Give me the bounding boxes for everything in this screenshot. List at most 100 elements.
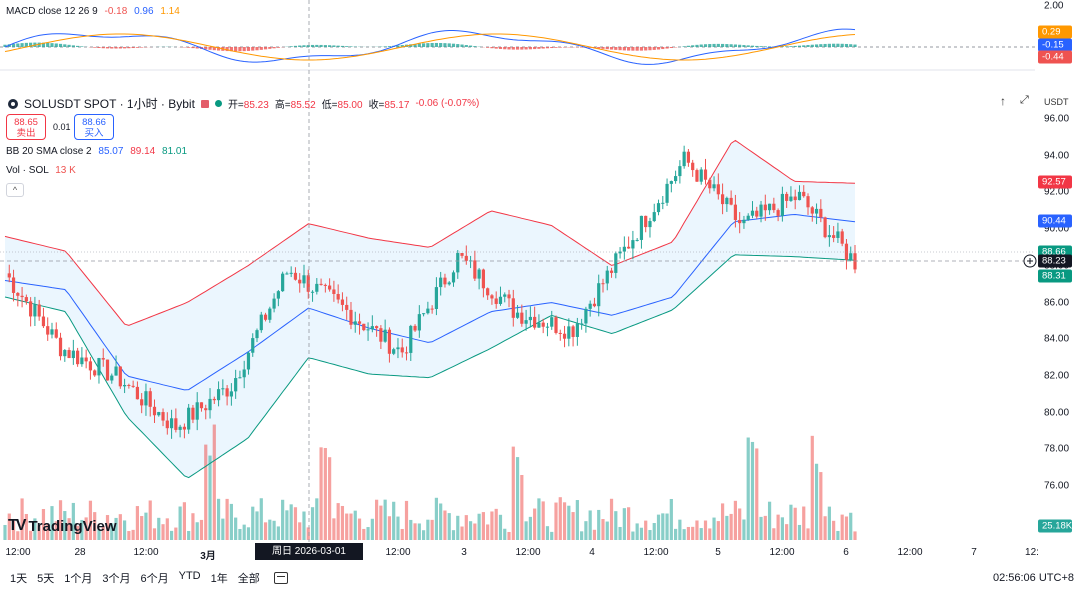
candle-body <box>298 279 302 284</box>
range-button[interactable]: 6个月 <box>140 573 169 585</box>
volume-bar <box>750 441 755 540</box>
candle-body <box>306 275 310 292</box>
volume-bar <box>434 497 439 540</box>
volume-bar <box>20 498 24 540</box>
candle-body <box>387 329 392 354</box>
tv-mark-icon: TV <box>8 517 27 534</box>
macd-hist-bar <box>503 47 507 50</box>
candle-body <box>110 375 114 381</box>
volume-bar <box>742 519 746 540</box>
candle-body <box>661 202 665 204</box>
volume-bar <box>601 519 605 540</box>
expand-icon[interactable]: ⤢ <box>1020 94 1029 106</box>
tradingview-logo[interactable]: TV TradingView <box>8 517 117 535</box>
ohlc-low: 低=85.00 <box>322 96 363 111</box>
volume-name[interactable]: Vol · SOL <box>6 165 49 176</box>
candle-body <box>234 378 238 392</box>
range-button[interactable]: 1天 <box>10 573 28 585</box>
volume-bar <box>63 511 67 540</box>
range-button[interactable]: YTD <box>178 570 201 582</box>
candle-body <box>729 197 733 205</box>
volume-bar <box>229 503 233 540</box>
volume-bar <box>789 504 793 540</box>
volume-bar <box>716 521 720 540</box>
candle-body <box>605 270 609 284</box>
candle-body <box>528 316 532 321</box>
macd-hist-bar <box>259 47 263 50</box>
candle-body <box>793 196 797 201</box>
candle-body <box>41 316 46 327</box>
volume-bar <box>169 530 174 540</box>
volume-bar <box>216 498 221 540</box>
candle-body <box>340 299 345 305</box>
volume-bar <box>622 508 626 540</box>
symbol-title[interactable]: SOLUSDT SPOT · 1小时 · Bybit <box>24 97 195 111</box>
currency-selector[interactable]: USDT <box>1044 97 1069 107</box>
macd-hist-bar <box>814 44 819 47</box>
volume-bar <box>439 503 443 540</box>
macd-hist-bar <box>191 47 195 49</box>
volume-bar <box>246 527 251 540</box>
volume-bar <box>627 507 631 540</box>
candle-body <box>836 231 840 238</box>
macd-hist-bar <box>554 47 558 48</box>
flag-icon[interactable] <box>200 99 209 108</box>
clock-timezone[interactable]: 02:56:06 UTC+8 <box>992 572 1074 584</box>
sell-button[interactable]: 88.65 卖出 <box>6 114 46 140</box>
macd-hist-bar <box>823 43 827 47</box>
volume-bar <box>533 508 537 540</box>
volume-bar <box>353 510 357 540</box>
candle-body <box>520 312 524 324</box>
range-button[interactable]: 全部 <box>237 573 260 585</box>
time-axis-tick: 4 <box>589 547 595 558</box>
macd-hist-bar <box>306 45 310 47</box>
macd-hist-bar <box>3 44 7 47</box>
arrow-up-icon[interactable]: ↑ <box>1000 94 1006 108</box>
candle-body <box>281 273 285 292</box>
collapse-legend-button[interactable]: ^ <box>6 183 24 197</box>
volume-bar <box>644 520 648 540</box>
volume-bar <box>430 519 434 540</box>
range-button[interactable]: 5天 <box>37 573 55 585</box>
candle-body <box>315 283 319 292</box>
candle-body <box>725 197 729 205</box>
macd-hist-bar <box>71 45 75 47</box>
range-button[interactable]: 1个月 <box>64 573 93 585</box>
macd-hist-bar <box>511 47 515 50</box>
candle-body <box>742 219 746 224</box>
buy-button[interactable]: 88.66 买入 <box>74 114 114 140</box>
volume-bar <box>776 514 780 540</box>
high-value: 85.52 <box>290 100 316 111</box>
macd-hist-bar <box>114 47 118 49</box>
macd-hist-bar <box>430 43 434 47</box>
range-button[interactable]: 1年 <box>210 573 228 585</box>
macd-hist-bar <box>20 43 24 47</box>
macd-hist-bar <box>789 46 793 47</box>
macd-hist-bar <box>456 44 460 47</box>
candle-body <box>255 330 259 339</box>
macd-hist-bar <box>251 47 255 51</box>
bb-name[interactable]: BB 20 SMA close 2 <box>6 146 92 157</box>
candle-body <box>216 389 221 401</box>
macd-hist-bar <box>473 46 477 47</box>
volume-bar <box>199 519 204 540</box>
macd-hist-bar <box>413 43 417 47</box>
volume-bar <box>357 518 362 540</box>
macd-hist-bar <box>622 47 626 51</box>
volume-bar <box>661 513 665 540</box>
volume-bar <box>208 455 212 540</box>
volume-bar <box>720 503 725 540</box>
macd-line-tag: -0.15 <box>1038 38 1072 52</box>
macd-hist-bar <box>631 47 635 51</box>
range-button[interactable]: 3个月 <box>102 573 131 585</box>
macd-hist-bar <box>24 42 28 47</box>
volume-bar <box>550 531 554 540</box>
price-axis-tick: 96.00 <box>1044 113 1070 125</box>
volume-bar <box>456 515 460 540</box>
candle-body <box>362 323 366 331</box>
volume-bar <box>652 523 656 540</box>
calendar-icon[interactable] <box>273 572 288 584</box>
volume-bar <box>605 521 609 540</box>
macd-hist-bar <box>255 47 259 51</box>
